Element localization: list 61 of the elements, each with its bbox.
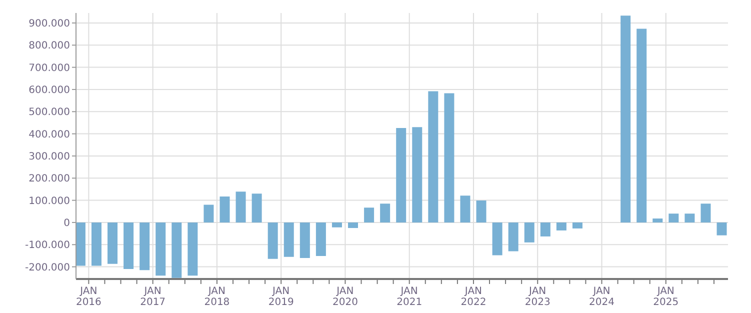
bar — [716, 222, 727, 236]
bar — [460, 196, 470, 222]
bar — [91, 222, 102, 266]
bar — [332, 222, 342, 228]
bar — [620, 16, 631, 222]
y-tick-label: 200.000 — [28, 174, 70, 185]
bar — [524, 222, 534, 242]
x-tick-label: JAN 2023 — [524, 286, 550, 308]
bar — [268, 222, 278, 259]
bar — [428, 91, 438, 222]
bar — [476, 200, 486, 222]
bar — [700, 204, 711, 222]
bar — [188, 222, 198, 276]
bar — [156, 222, 166, 276]
bar — [140, 222, 150, 270]
bar — [284, 222, 294, 257]
x-tick-label: JAN 2024 — [589, 286, 614, 308]
bar — [364, 208, 374, 222]
bar — [236, 192, 246, 222]
x-tick-label: JAN 2018 — [204, 286, 230, 308]
y-tick-label: 300.000 — [28, 152, 70, 163]
bar — [252, 194, 262, 222]
bar — [668, 214, 679, 222]
bar — [636, 28, 647, 222]
bar — [76, 222, 86, 266]
y-tick-label: 900.000 — [28, 18, 70, 30]
bar — [540, 222, 550, 236]
bar — [508, 222, 518, 252]
bar — [380, 204, 390, 222]
bar — [556, 222, 566, 230]
y-tick-label: 100.000 — [28, 196, 70, 207]
x-tick-label: JAN 2020 — [332, 286, 358, 308]
y-tick-label: 400.000 — [28, 129, 70, 140]
x-tick-label: JAN 2017 — [140, 286, 166, 308]
x-tick-label: JAN 2019 — [268, 286, 294, 308]
y-tick-label: 500.000 — [28, 107, 70, 118]
x-tick-label: JAN 2022 — [460, 286, 486, 308]
bar — [652, 218, 663, 222]
bar — [444, 93, 454, 222]
bar — [108, 222, 118, 264]
y-tick-label: -100.000 — [25, 240, 70, 252]
y-tick-label: -200.000 — [25, 262, 70, 274]
bar — [396, 128, 406, 222]
bar — [204, 204, 214, 222]
bar — [124, 222, 134, 270]
x-tick-label: JAN 2021 — [396, 286, 422, 308]
y-tick-label: 800.000 — [28, 40, 70, 52]
y-tick-label: 700.000 — [28, 62, 70, 74]
bar — [572, 222, 582, 228]
bar — [316, 222, 326, 256]
bar — [684, 214, 695, 222]
bar — [348, 222, 358, 228]
bar — [300, 222, 310, 258]
bar — [172, 222, 182, 278]
bar — [492, 222, 502, 256]
bar — [412, 127, 422, 222]
bar — [220, 196, 230, 222]
x-tick-label: JAN 2025 — [653, 286, 679, 308]
x-tick-label: JAN 2016 — [76, 286, 102, 308]
y-tick-label: 0 — [64, 218, 70, 230]
y-tick-label: 600.000 — [28, 85, 70, 96]
